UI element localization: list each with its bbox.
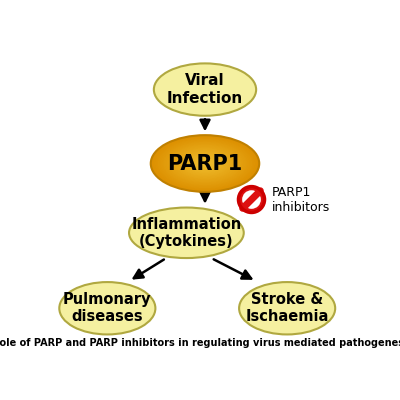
Ellipse shape	[166, 143, 244, 184]
Ellipse shape	[154, 137, 256, 190]
Ellipse shape	[192, 157, 218, 170]
Ellipse shape	[165, 142, 245, 184]
Ellipse shape	[162, 141, 248, 186]
Ellipse shape	[202, 162, 208, 165]
Ellipse shape	[190, 156, 220, 172]
Ellipse shape	[168, 144, 242, 183]
Ellipse shape	[188, 155, 222, 172]
Ellipse shape	[184, 153, 226, 174]
Ellipse shape	[200, 160, 210, 166]
Ellipse shape	[129, 208, 244, 258]
Text: Role of PARP and PARP inhibitors in regulating virus mediated pathogenesis.: Role of PARP and PARP inhibitors in regu…	[0, 338, 400, 348]
Ellipse shape	[194, 158, 216, 169]
Text: Inflammation
(Cytokines): Inflammation (Cytokines)	[131, 217, 242, 249]
Ellipse shape	[163, 142, 247, 185]
Ellipse shape	[201, 161, 209, 166]
Ellipse shape	[195, 158, 215, 168]
Ellipse shape	[169, 145, 241, 182]
Ellipse shape	[59, 282, 155, 334]
Text: Stroke &
Ischaemia: Stroke & Ischaemia	[246, 292, 329, 324]
Ellipse shape	[204, 163, 206, 164]
Ellipse shape	[197, 159, 213, 168]
Ellipse shape	[159, 140, 251, 188]
Circle shape	[242, 190, 261, 209]
Ellipse shape	[180, 150, 230, 176]
Ellipse shape	[176, 148, 234, 179]
Circle shape	[238, 186, 264, 212]
Ellipse shape	[151, 135, 259, 192]
Ellipse shape	[187, 154, 223, 173]
Ellipse shape	[173, 147, 237, 180]
Ellipse shape	[156, 138, 254, 189]
Text: Viral
Infection: Viral Infection	[167, 73, 243, 106]
Ellipse shape	[155, 137, 255, 190]
Ellipse shape	[181, 151, 229, 176]
Ellipse shape	[239, 282, 335, 334]
Ellipse shape	[191, 156, 219, 171]
Ellipse shape	[152, 136, 258, 191]
Ellipse shape	[198, 160, 212, 167]
Ellipse shape	[170, 145, 240, 182]
Ellipse shape	[172, 146, 238, 181]
Text: Pulmonary
diseases: Pulmonary diseases	[63, 292, 152, 324]
Ellipse shape	[178, 150, 232, 177]
Ellipse shape	[158, 139, 252, 188]
Ellipse shape	[183, 152, 227, 175]
Ellipse shape	[160, 140, 250, 187]
Text: PARP1: PARP1	[167, 154, 243, 174]
Ellipse shape	[177, 149, 233, 178]
Text: PARP1
inhibitors: PARP1 inhibitors	[272, 186, 330, 214]
Ellipse shape	[174, 148, 236, 180]
Ellipse shape	[154, 63, 256, 116]
Ellipse shape	[204, 163, 206, 164]
Ellipse shape	[186, 153, 224, 174]
